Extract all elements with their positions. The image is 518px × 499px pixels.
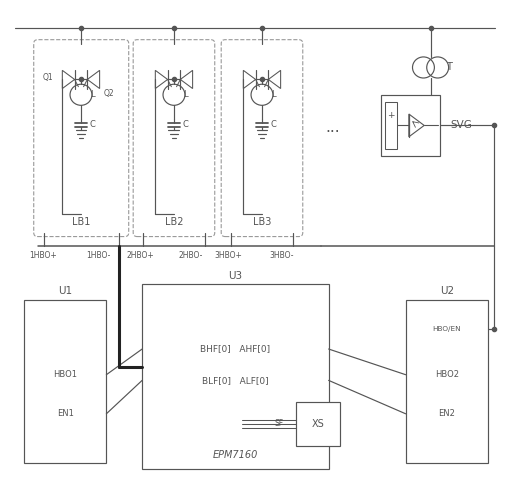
Text: U1: U1 <box>58 286 73 296</box>
Text: BLF[0]   ALF[0]: BLF[0] ALF[0] <box>202 376 269 385</box>
Text: SF: SF <box>275 419 284 428</box>
FancyBboxPatch shape <box>221 40 303 237</box>
Bar <box>406 300 488 463</box>
Text: EN1: EN1 <box>57 409 74 418</box>
Text: HBO1: HBO1 <box>53 370 77 379</box>
Text: Q2: Q2 <box>104 89 114 98</box>
Text: C: C <box>90 120 96 129</box>
Text: L: L <box>90 90 95 99</box>
Text: EPM7160: EPM7160 <box>213 451 258 461</box>
Text: SVG: SVG <box>451 120 472 130</box>
Bar <box>142 284 328 469</box>
Text: 2HBO-: 2HBO- <box>179 251 203 260</box>
Text: 1HBO-: 1HBO- <box>87 251 111 260</box>
Text: 2HBO+: 2HBO+ <box>127 251 154 260</box>
Text: BHF[0]   AHF[0]: BHF[0] AHF[0] <box>200 344 270 353</box>
Text: C: C <box>271 120 277 129</box>
Text: L: L <box>271 90 276 99</box>
Bar <box>381 95 439 156</box>
Text: L: L <box>183 90 188 99</box>
FancyBboxPatch shape <box>34 40 128 237</box>
Text: LB2: LB2 <box>165 217 183 227</box>
Text: U3: U3 <box>228 271 242 281</box>
Text: Q1: Q1 <box>43 72 54 81</box>
Bar <box>296 402 340 446</box>
Text: ...: ... <box>325 120 340 135</box>
Text: +: + <box>387 111 395 120</box>
Text: T: T <box>445 62 452 72</box>
Text: LB3: LB3 <box>253 217 271 227</box>
Text: 3HBO+: 3HBO+ <box>214 251 242 260</box>
Text: C: C <box>183 120 189 129</box>
Text: XS: XS <box>312 419 325 429</box>
Text: HBO/EN: HBO/EN <box>433 326 461 332</box>
Text: EN2: EN2 <box>438 409 455 418</box>
Text: HBO2: HBO2 <box>435 370 459 379</box>
Text: 1HBO+: 1HBO+ <box>30 251 57 260</box>
Text: LB1: LB1 <box>72 217 91 227</box>
FancyBboxPatch shape <box>133 40 215 237</box>
Bar <box>24 300 106 463</box>
Bar <box>385 102 397 149</box>
Text: 3HBO-: 3HBO- <box>269 251 294 260</box>
Text: U2: U2 <box>440 286 454 296</box>
